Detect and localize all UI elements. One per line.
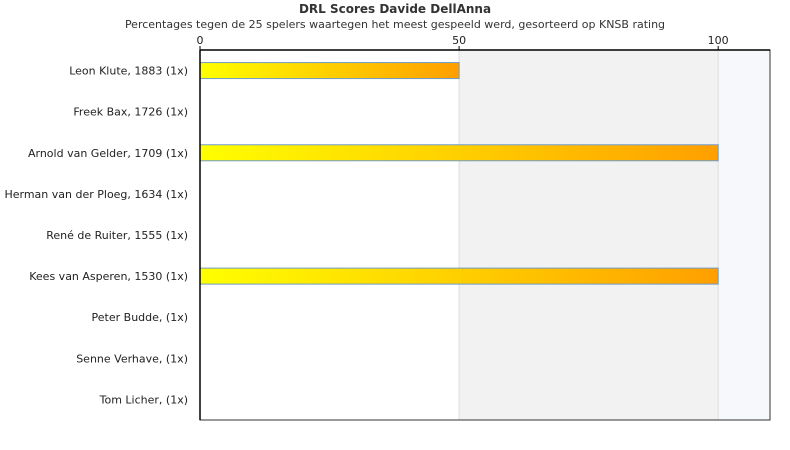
category-label-3: Herman van der Ploeg, 1634 (1x) xyxy=(4,188,188,201)
background-bands xyxy=(459,50,770,420)
bar-2 xyxy=(199,144,719,162)
x-tick-label-50: 50 xyxy=(452,34,466,47)
chart-title: DRL Scores Davide DellAnna xyxy=(298,2,492,16)
category-label-4: René de Ruiter, 1555 (1x) xyxy=(46,229,188,242)
bars xyxy=(199,62,719,285)
x-tick-label-100: 100 xyxy=(708,34,729,47)
bar-5 xyxy=(199,267,719,285)
band-50-100 xyxy=(459,50,719,420)
chart-subtitle: Percentages tegen de 25 spelers waartege… xyxy=(124,18,666,31)
category-label-2: Arnold van Gelder, 1709 (1x) xyxy=(28,147,188,160)
x-tick-label-0: 0 xyxy=(197,34,204,47)
gridlines xyxy=(458,50,719,420)
category-label-7: Senne Verhave, (1x) xyxy=(76,352,188,365)
axes xyxy=(199,49,771,421)
category-label-5: Kees van Asperen, 1530 (1x) xyxy=(29,270,188,283)
x-tick-labels: 0 50 100 xyxy=(197,34,729,50)
category-labels: Leon Klute, 1883 (1x) Freek Bax, 1726 (1x… xyxy=(4,65,188,407)
category-label-6: Peter Budde, (1x) xyxy=(92,311,188,324)
bar-0 xyxy=(199,62,460,80)
category-label-8: Tom Licher, (1x) xyxy=(99,393,188,406)
category-label-0: Leon Klute, 1883 (1x) xyxy=(69,65,188,78)
band-100-max xyxy=(718,50,770,420)
category-label-1: Freek Bax, 1726 (1x) xyxy=(73,106,188,119)
